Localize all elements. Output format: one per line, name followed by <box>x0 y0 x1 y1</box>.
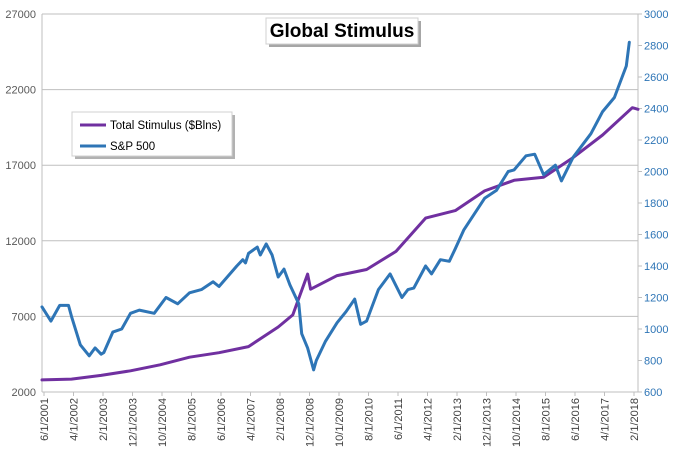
right-tick-label: 1800 <box>644 198 668 210</box>
x-tick-label: 2/1/2003 <box>98 398 110 441</box>
x-tick-label: 6/1/2011 <box>393 398 405 440</box>
x-tick-label: 2/1/2013 <box>452 398 464 441</box>
x-tick-label: 2/1/2008 <box>275 398 287 441</box>
left-tick-label: 7000 <box>12 311 36 323</box>
right-tick-label: 2000 <box>644 167 668 179</box>
x-tick-label: 12/1/2003 <box>128 398 140 447</box>
left-tick-label: 27000 <box>5 9 36 21</box>
x-tick-label: 12/1/2013 <box>482 398 494 447</box>
chart-title: Global Stimulus <box>270 21 415 42</box>
x-tick-label: 4/1/2002 <box>69 398 81 441</box>
left-tick-label: 17000 <box>5 160 36 172</box>
series <box>40 40 640 382</box>
x-axis-ticks: 6/1/2001 4/1/2002 2/1/2003 12/1/2003 10/1/20… <box>39 392 641 447</box>
x-tick-label: 6/1/2006 <box>216 398 228 441</box>
legend: Total Stimulus ($Blns) S&P 500 <box>71 111 235 159</box>
x-tick-label: 10/1/2014 <box>511 398 523 447</box>
right-tick-label: 800 <box>644 356 662 368</box>
x-tick-label: 10/1/2009 <box>334 398 346 447</box>
legend-label-stimulus: Total Stimulus ($Blns) <box>110 120 221 132</box>
left-axis-ticks: 2000 7000 12000 17000 22000 27000 <box>5 9 36 399</box>
left-tick-label: 12000 <box>5 236 36 248</box>
right-tick-label: 2400 <box>644 104 668 116</box>
series-line-stimulus <box>40 106 640 382</box>
right-axis-ticks: 600 800 1000 1200 1400 1600 1800 2000 2200 2400 26… <box>638 9 668 399</box>
x-tick-label: 6/1/2001 <box>39 398 51 441</box>
gridlines <box>42 13 638 317</box>
x-tick-label: 8/1/2005 <box>187 398 199 441</box>
right-tick-label: 600 <box>644 387 662 399</box>
right-tick-label: 1600 <box>644 230 668 242</box>
right-tick-label: 2600 <box>644 72 668 84</box>
left-tick-label: 22000 <box>5 85 36 97</box>
legend-frame <box>71 111 233 157</box>
right-tick-label: 1400 <box>644 261 668 273</box>
title-frame <box>265 17 419 45</box>
x-tick-label: 4/1/2007 <box>246 398 258 441</box>
x-tick-label: 2/1/2018 <box>629 398 641 441</box>
x-tick-label: 8/1/2015 <box>541 398 553 441</box>
title-box: Global Stimulus <box>265 17 421 47</box>
series-line-sp500 <box>40 40 631 372</box>
right-tick-label: 2200 <box>644 135 668 147</box>
x-tick-label: 8/1/2010 <box>364 398 376 441</box>
right-tick-label: 2800 <box>644 41 668 53</box>
x-tick-label: 4/1/2017 <box>600 398 612 441</box>
left-tick-label: 2000 <box>12 387 36 399</box>
x-tick-label: 10/1/2004 <box>157 398 169 447</box>
x-tick-label: 12/1/2008 <box>305 398 317 447</box>
legend-label-sp500: S&P 500 <box>110 141 155 153</box>
x-tick-label: 6/1/2016 <box>570 398 582 441</box>
right-tick-label: 1200 <box>644 293 668 305</box>
right-tick-label: 3000 <box>644 9 668 21</box>
x-tick-label: 4/1/2012 <box>423 398 435 441</box>
right-tick-label: 1000 <box>644 324 668 336</box>
